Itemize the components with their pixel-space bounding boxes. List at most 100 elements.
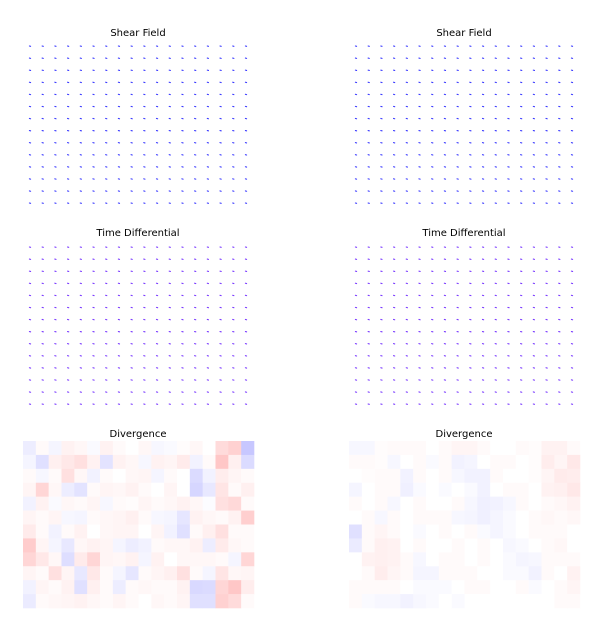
heatmap-cell (23, 496, 37, 511)
heatmap-cell (151, 510, 165, 525)
heatmap-cell (100, 510, 114, 525)
heatmap-cell (74, 510, 88, 525)
heatmap-cell (61, 566, 75, 581)
heatmap-cell (438, 454, 452, 470)
heatmap-cell (48, 552, 62, 567)
heatmap-cell (177, 594, 191, 609)
heatmap-cell (426, 454, 440, 470)
heatmap-cell (349, 482, 363, 497)
heatmap-cell (228, 594, 242, 609)
heatmap-cell (541, 482, 555, 497)
heatmap-cell (61, 454, 75, 470)
heatmap-cell (374, 468, 388, 484)
heatmap-cell (413, 454, 427, 470)
heatmap-cell (35, 524, 49, 539)
heatmap-cell (23, 566, 37, 581)
heatmap-cell (349, 510, 363, 525)
heatmap-cell (567, 538, 581, 553)
heatmap-cell (215, 441, 229, 456)
heatmap-cell (426, 468, 440, 484)
heatmap-cell (541, 566, 555, 581)
heatmap-cell (164, 566, 178, 581)
heatmap-cell (202, 468, 216, 484)
heatmap-cell (541, 524, 555, 539)
heatmap-cell (554, 441, 568, 456)
heatmap-cell (451, 566, 465, 581)
heatmap-cell (541, 538, 555, 553)
heatmap-cell (164, 496, 178, 511)
heatmap-cell (112, 566, 126, 581)
heatmap-cell (164, 594, 178, 609)
heatmap-cell (189, 454, 203, 470)
heatmap-cell (151, 566, 165, 581)
heatmap-cell (438, 510, 452, 525)
heatmap-cell (515, 468, 529, 484)
heatmap-cell (413, 510, 427, 525)
heatmap-cell (361, 454, 375, 470)
heatmap-cell (138, 566, 152, 581)
heatmap-cell (567, 454, 581, 470)
heatmap-cell (241, 468, 255, 484)
heatmap-cell (528, 510, 542, 525)
heatmap-cell (23, 524, 37, 539)
heatmap-cell (464, 496, 478, 511)
heatmap-cell (528, 552, 542, 567)
heatmap-cell (138, 524, 152, 539)
heatmap-cell (567, 496, 581, 511)
heatmap-cell (554, 580, 568, 595)
heatmap-cell (464, 538, 478, 553)
heatmap-cell (438, 580, 452, 595)
heatmap-cell (241, 510, 255, 525)
heatmap-cell (503, 580, 517, 595)
time-differential-plot (28, 246, 248, 405)
heatmap-cell (35, 441, 49, 456)
heatmap-cell (387, 468, 401, 484)
heatmap-cell (361, 594, 375, 609)
heatmap-cell (374, 552, 388, 567)
heatmap-cell (125, 441, 139, 456)
heatmap-cell (35, 496, 49, 511)
heatmap-cell (23, 441, 37, 456)
heatmap-cell (490, 566, 504, 581)
heatmap-cell (138, 454, 152, 470)
heatmap-cell (61, 496, 75, 511)
heatmap-cell (215, 468, 229, 484)
heatmap-cell (138, 580, 152, 595)
heatmap-cell (125, 496, 139, 511)
heatmap-cell (438, 538, 452, 553)
heatmap-cell (61, 524, 75, 539)
heatmap-cell (528, 441, 542, 456)
heatmap-cell (189, 552, 203, 567)
heatmap-cell (164, 538, 178, 553)
heatmap-cell (112, 468, 126, 484)
heatmap-cell (515, 510, 529, 525)
heatmap-cell (74, 468, 88, 484)
heatmap-cell (87, 566, 101, 581)
heatmap-cell (189, 441, 203, 456)
heatmap-cell (23, 482, 37, 497)
heatmap-cell (413, 566, 427, 581)
heatmap-cell (400, 538, 414, 553)
heatmap-cell (189, 538, 203, 553)
heatmap-cell (361, 552, 375, 567)
heatmap-cell (503, 538, 517, 553)
heatmap-cell (202, 552, 216, 567)
heatmap-cell (503, 468, 517, 484)
heatmap-cell (503, 524, 517, 539)
heatmap-cell (87, 510, 101, 525)
heatmap-cell (74, 552, 88, 567)
heatmap-cell (554, 538, 568, 553)
heatmap-cell (477, 580, 491, 595)
heatmap-cell (400, 566, 414, 581)
heatmap-cell (515, 538, 529, 553)
heatmap-cell (361, 482, 375, 497)
heatmap-cell (100, 524, 114, 539)
heatmap-cell (567, 524, 581, 539)
heatmap-cell (215, 524, 229, 539)
heatmap-cell (426, 538, 440, 553)
heatmap-cell (74, 482, 88, 497)
heatmap-cell (151, 468, 165, 484)
heatmap-cell (528, 524, 542, 539)
heatmap-cell (228, 454, 242, 470)
heatmap-cell (554, 552, 568, 567)
